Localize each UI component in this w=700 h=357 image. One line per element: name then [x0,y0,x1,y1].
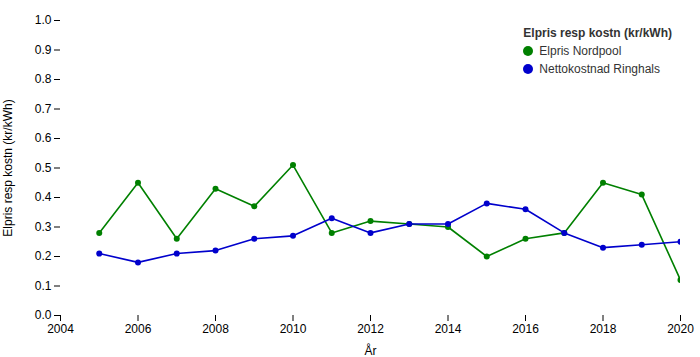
svg-text:0.7: 0.7 [35,102,52,116]
svg-text:2020: 2020 [667,322,694,336]
svg-text:0.3: 0.3 [35,220,52,234]
svg-text:2008: 2008 [202,322,229,336]
svg-text:2010: 2010 [280,322,307,336]
svg-text:2004: 2004 [47,322,74,336]
svg-text:0.4: 0.4 [35,190,52,204]
svg-text:0.5: 0.5 [35,161,52,175]
svg-text:0.1: 0.1 [35,279,52,293]
svg-text:0.9: 0.9 [35,43,52,57]
svg-text:År: År [365,343,377,357]
svg-text:Elpris resp kostn (kr/kWh): Elpris resp kostn (kr/kWh) [1,99,15,236]
html-text:Elpris Nordpool: Elpris Nordpool [539,44,622,58]
svg-text:1.0: 1.0 [35,13,52,27]
svg-text:0.6: 0.6 [35,131,52,145]
html-text:Elpris resp kostn (kr/kWh): Elpris resp kostn (kr/kWh) [523,26,672,40]
svg-text:2018: 2018 [590,322,617,336]
html-text:Nettokostnad Ringhals: Nettokostnad Ringhals [539,62,660,76]
svg-text:0.2: 0.2 [35,249,52,263]
svg-text:2014: 2014 [435,322,462,336]
svg-text:2012: 2012 [357,322,384,336]
svg-text:2016: 2016 [512,322,539,336]
svg-text:0.8: 0.8 [35,72,52,86]
svg-text:2006: 2006 [125,322,152,336]
svg-text:0.0: 0.0 [35,308,52,322]
